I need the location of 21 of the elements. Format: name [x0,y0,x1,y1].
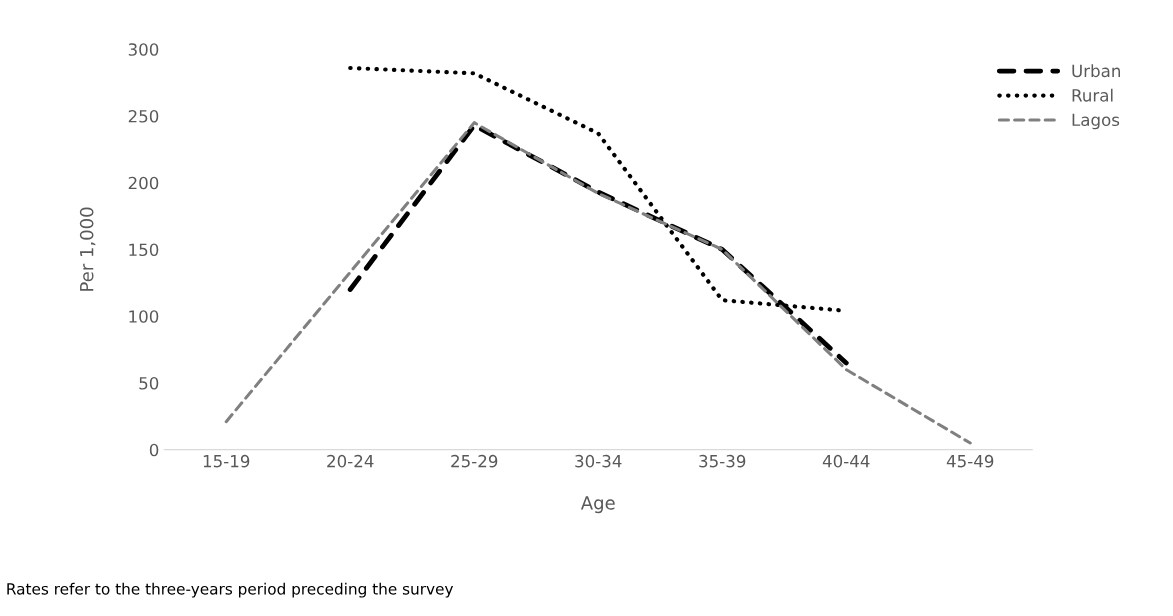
y-tick-label: 200 [128,176,159,190]
legend-label: Urban [1072,64,1120,78]
x-tick-label: 45-49 [946,454,994,468]
y-tick-label: 300 [128,43,159,56]
y-tick-label: 50 [139,376,159,390]
legend-label: Lagos [1072,113,1120,130]
y-tick-label: 0 [149,443,159,457]
y-tick-label: 250 [128,109,159,123]
y-axis-title: Per 1,000 [79,207,96,291]
x-tick-label: 25-29 [451,454,498,468]
x-tick-label: 20-24 [327,454,374,468]
line-series [224,121,972,445]
y-tick-label: 100 [129,310,159,323]
text: Rates refer to the three-years period preceding the survey [7,582,454,598]
x-tick-label: 35-39 [699,454,746,468]
x-tick-label: 15-19 [203,454,250,468]
y-tick-label: 150 [129,243,159,257]
legend-label: Rural [1072,88,1113,102]
x-tick-label: 30-34 [575,454,622,468]
x-axis-title: Age [580,496,615,514]
x-tick-label: 40-44 [822,454,870,468]
